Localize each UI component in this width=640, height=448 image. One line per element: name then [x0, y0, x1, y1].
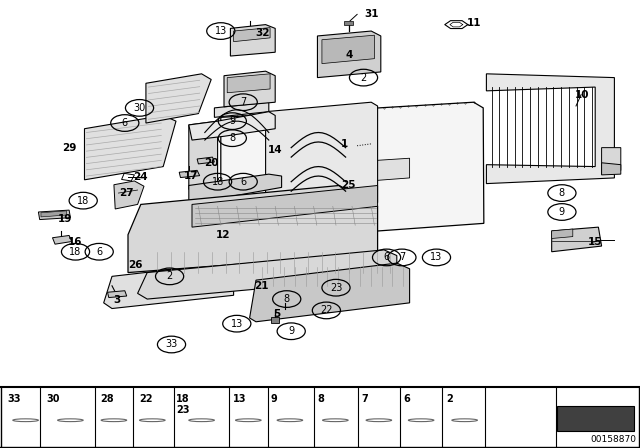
Polygon shape — [128, 185, 378, 272]
Text: 33: 33 — [165, 340, 178, 349]
Polygon shape — [138, 250, 397, 299]
Text: 8: 8 — [559, 188, 565, 198]
Polygon shape — [230, 25, 275, 56]
Polygon shape — [146, 74, 211, 123]
Text: 10: 10 — [575, 90, 589, 99]
Text: 28: 28 — [100, 394, 114, 404]
Text: 12: 12 — [216, 230, 230, 240]
Text: 8: 8 — [229, 133, 236, 143]
Polygon shape — [114, 181, 144, 209]
Polygon shape — [271, 317, 279, 323]
Text: 11: 11 — [467, 18, 481, 28]
Text: 6: 6 — [240, 177, 246, 187]
Text: 6: 6 — [96, 247, 102, 257]
Text: 17: 17 — [184, 171, 198, 181]
Text: 18
23: 18 23 — [176, 394, 189, 415]
Polygon shape — [266, 102, 378, 214]
Text: 4: 4 — [345, 50, 353, 60]
Text: 22: 22 — [139, 394, 152, 404]
Text: 27: 27 — [120, 188, 134, 198]
Text: 29: 29 — [62, 142, 76, 153]
Text: 7: 7 — [362, 394, 369, 404]
Polygon shape — [557, 406, 634, 431]
Polygon shape — [552, 229, 573, 238]
Text: 2: 2 — [166, 271, 173, 281]
Text: 2: 2 — [360, 73, 367, 82]
Text: 33: 33 — [8, 394, 21, 404]
Text: 13: 13 — [214, 26, 227, 36]
Polygon shape — [38, 210, 70, 220]
Text: 6: 6 — [383, 252, 390, 263]
Text: 5: 5 — [273, 309, 280, 319]
Text: 30: 30 — [46, 394, 60, 404]
Text: 6: 6 — [403, 394, 410, 404]
Text: 7: 7 — [240, 97, 246, 107]
Text: 21: 21 — [254, 281, 268, 291]
Text: 18: 18 — [69, 247, 82, 257]
Text: 25: 25 — [342, 181, 356, 190]
Text: 3: 3 — [113, 295, 121, 305]
Text: 14: 14 — [268, 145, 282, 155]
Polygon shape — [234, 28, 270, 42]
Text: 15: 15 — [588, 237, 602, 247]
Text: 9: 9 — [270, 394, 277, 404]
Text: 13: 13 — [430, 252, 443, 263]
Text: 16: 16 — [68, 237, 83, 247]
Text: 24: 24 — [134, 172, 148, 182]
Text: 8: 8 — [284, 294, 290, 304]
Polygon shape — [227, 74, 270, 93]
Text: 6: 6 — [122, 118, 128, 128]
Polygon shape — [179, 170, 200, 177]
Text: 19: 19 — [58, 214, 72, 224]
Polygon shape — [602, 163, 621, 175]
Polygon shape — [250, 263, 410, 322]
Text: 13: 13 — [233, 394, 246, 404]
Text: 30: 30 — [133, 103, 146, 113]
Polygon shape — [339, 158, 410, 183]
Polygon shape — [317, 31, 381, 78]
Polygon shape — [221, 102, 484, 242]
Text: 7: 7 — [399, 252, 405, 263]
Polygon shape — [602, 148, 621, 174]
Polygon shape — [189, 121, 218, 189]
Text: 32: 32 — [255, 28, 269, 39]
Polygon shape — [552, 227, 602, 252]
Text: 1: 1 — [340, 139, 348, 149]
Text: 9: 9 — [559, 207, 565, 217]
Text: 31: 31 — [364, 9, 378, 19]
Polygon shape — [486, 74, 614, 184]
Text: 8: 8 — [317, 394, 324, 404]
Polygon shape — [197, 157, 214, 164]
Text: 22: 22 — [320, 306, 333, 315]
Text: 18: 18 — [77, 196, 90, 206]
Text: 9: 9 — [229, 116, 236, 126]
Polygon shape — [192, 185, 378, 227]
Text: 23: 23 — [330, 283, 342, 293]
Text: 13: 13 — [230, 319, 243, 329]
Polygon shape — [84, 116, 176, 180]
Polygon shape — [214, 102, 269, 117]
Text: 18: 18 — [211, 177, 224, 187]
Text: 9: 9 — [288, 326, 294, 336]
Text: 00158870: 00158870 — [591, 435, 637, 444]
Text: 20: 20 — [204, 158, 218, 168]
Polygon shape — [108, 291, 127, 297]
Polygon shape — [322, 35, 374, 64]
Polygon shape — [52, 236, 72, 244]
Text: 2: 2 — [446, 394, 453, 404]
Polygon shape — [189, 112, 275, 140]
Polygon shape — [41, 211, 67, 217]
Polygon shape — [189, 174, 282, 201]
Text: 26: 26 — [129, 260, 143, 270]
Polygon shape — [104, 263, 234, 309]
Polygon shape — [344, 21, 353, 25]
Polygon shape — [224, 71, 275, 107]
